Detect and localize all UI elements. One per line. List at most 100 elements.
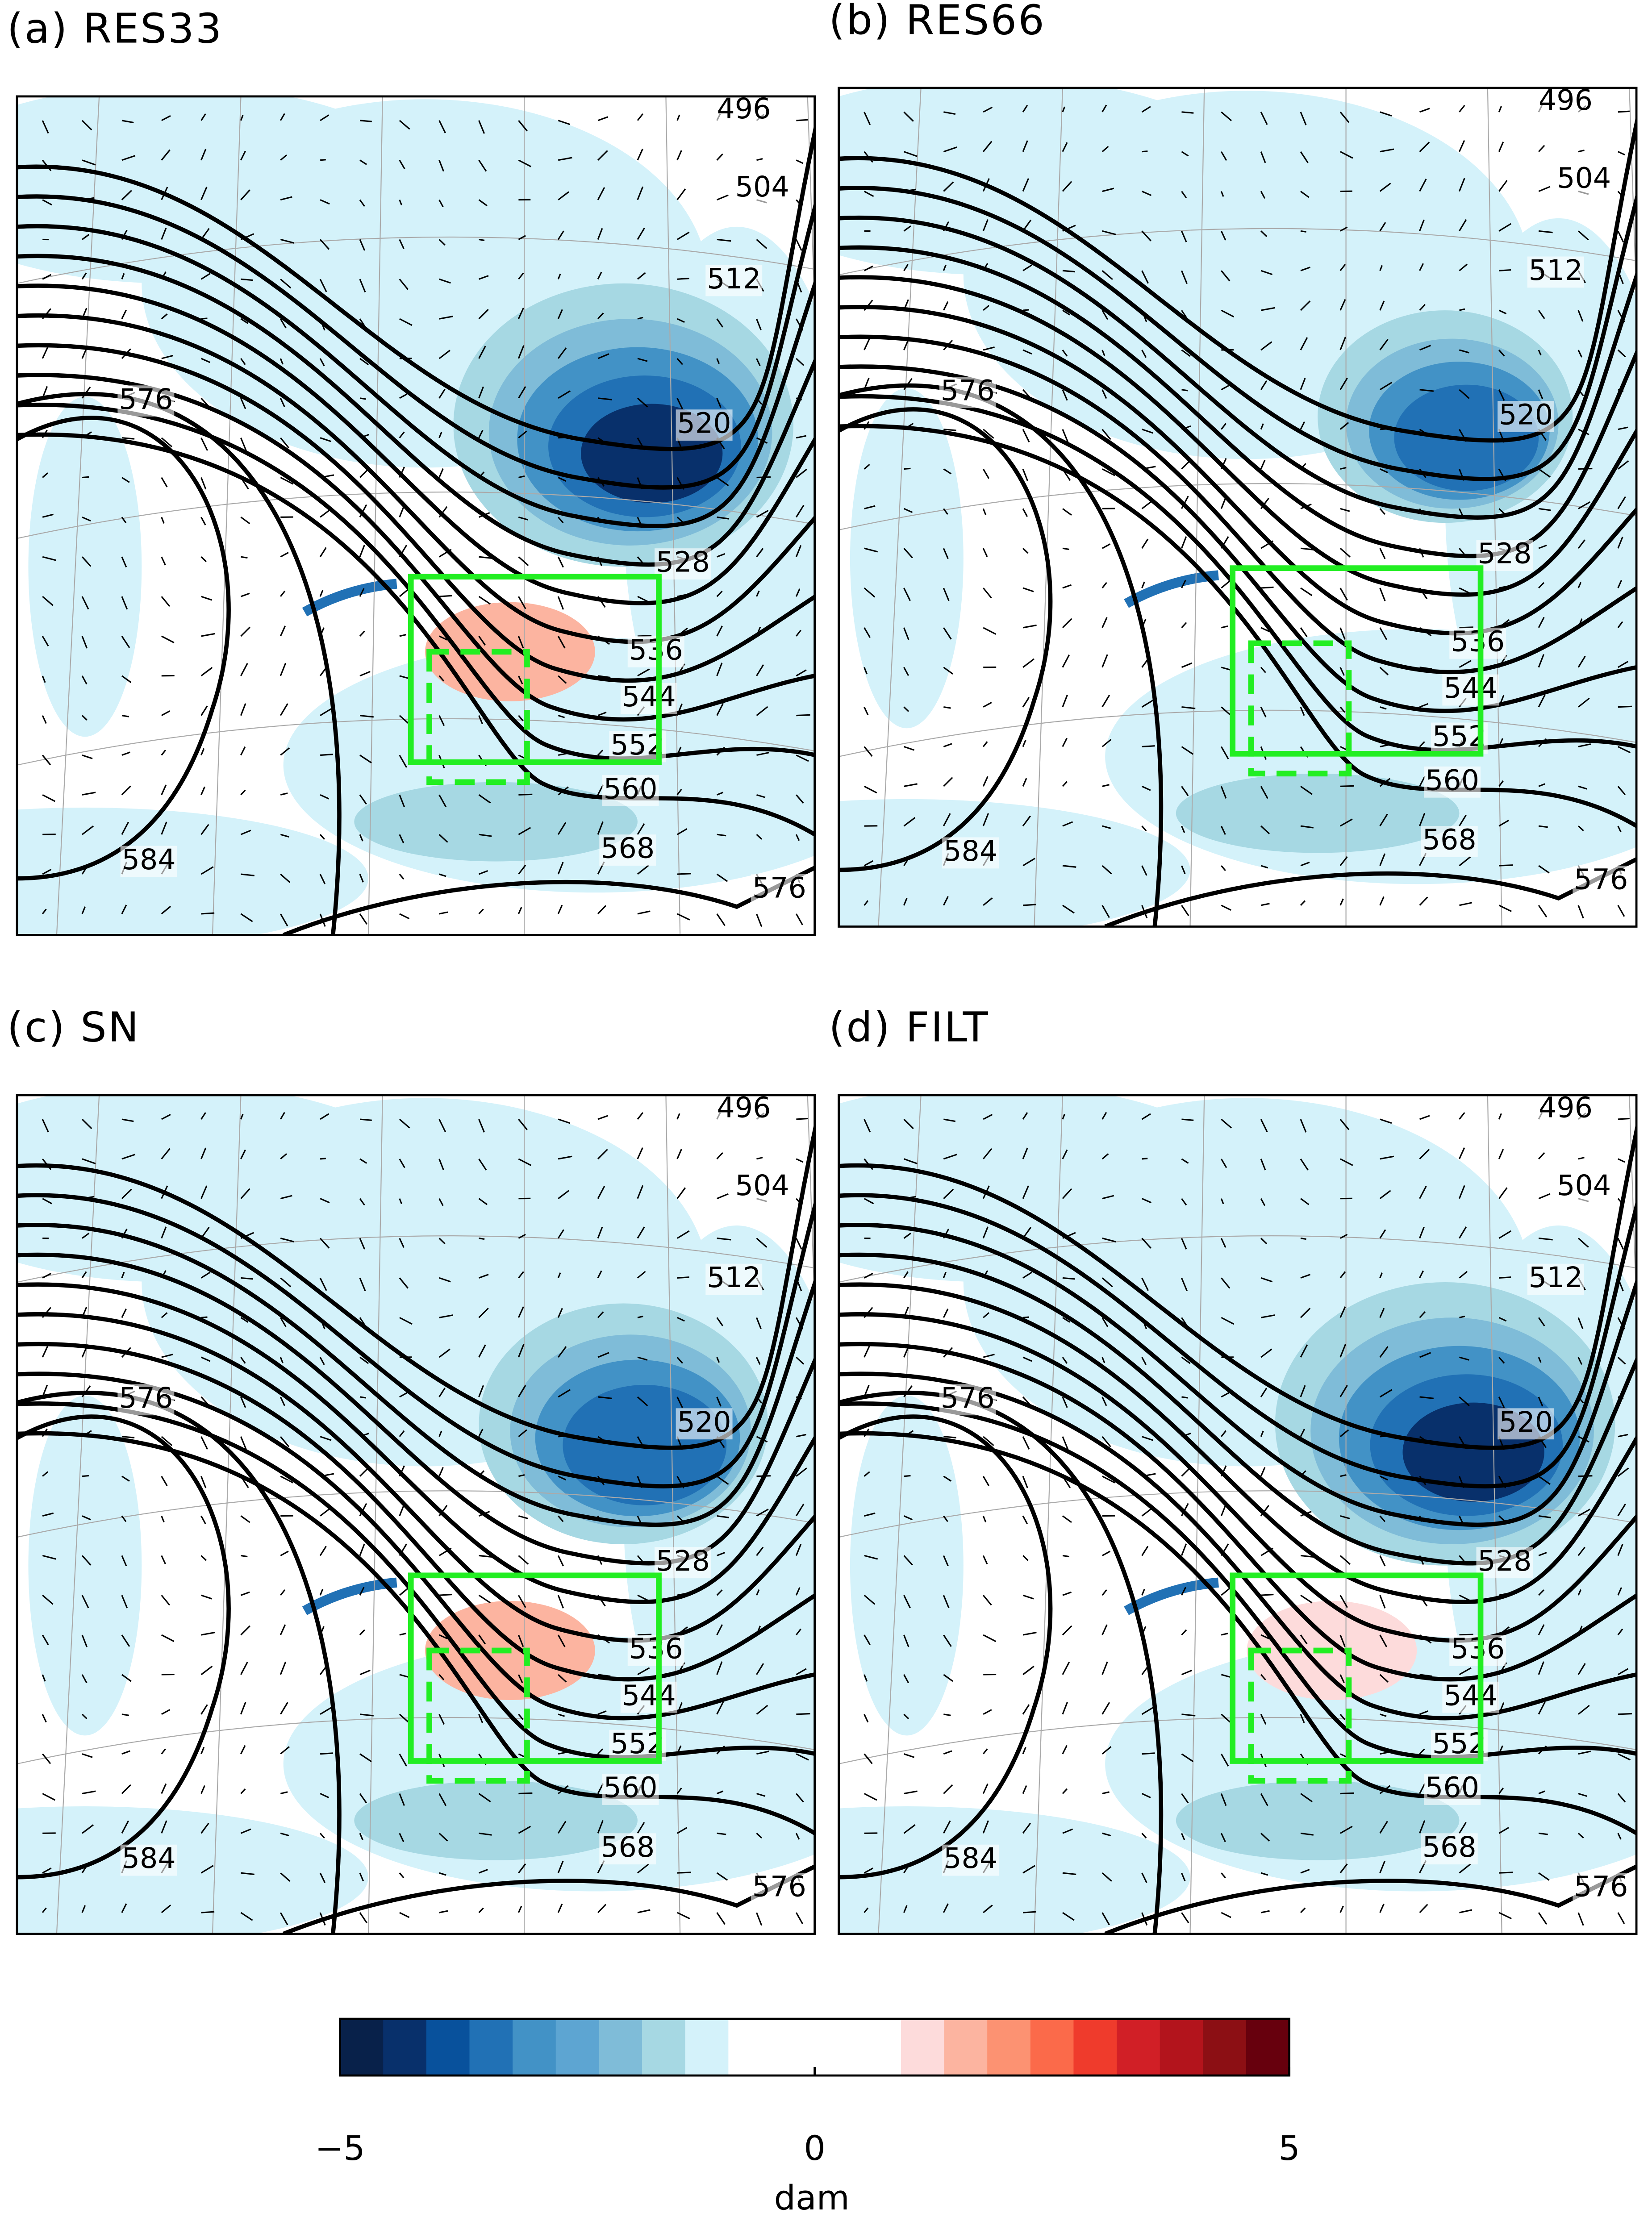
wind-vector [1339, 1306, 1346, 1318]
label-bg [676, 1408, 733, 1440]
wind-vector [1141, 191, 1152, 196]
wind-vector [795, 834, 800, 841]
label-bg [1527, 1263, 1584, 1295]
wind-vector [1181, 865, 1186, 874]
wind-vector [756, 1238, 768, 1248]
wind-vector [399, 1713, 410, 1723]
wind-vector [518, 430, 527, 438]
wind-vector [1379, 1555, 1386, 1567]
graticule [56, 1095, 100, 1934]
wind-vector [1419, 178, 1427, 192]
wind-vector [399, 1430, 405, 1437]
panel-title: (c) SN [7, 1003, 140, 1051]
wind-vector [438, 160, 444, 172]
wind-vector [161, 556, 166, 566]
contour-label: 552 [1432, 1727, 1486, 1760]
wind-vector [280, 358, 284, 365]
wind-vector [1260, 1430, 1264, 1437]
wind-vector [1379, 1860, 1386, 1873]
wind-vector [1022, 1271, 1033, 1279]
wind-vector [201, 1594, 213, 1600]
wind-vector [1498, 1788, 1504, 1794]
contour [17, 402, 815, 761]
wind-vector [1538, 617, 1545, 628]
graticule [17, 1490, 815, 1538]
wind-vector [1062, 508, 1072, 516]
wind-vector [1419, 1226, 1425, 1239]
wind-vector [1419, 1904, 1428, 1913]
wind-vector [201, 633, 215, 637]
wind-vector [1220, 746, 1229, 759]
wind-vector [558, 120, 570, 125]
wind-vector [756, 1912, 763, 1926]
wind-vector [200, 273, 211, 280]
wind-vector [121, 556, 127, 568]
wind-vector [121, 155, 136, 161]
contour [17, 254, 815, 567]
wind-vector [82, 1515, 91, 1521]
wind-vector [201, 1911, 215, 1913]
wind-vector [359, 1277, 366, 1292]
wind-vector [1221, 865, 1226, 871]
wind-vector [796, 1628, 801, 1636]
wind-vector [1022, 815, 1031, 827]
wind-vector [637, 865, 649, 875]
label-bg [1498, 401, 1555, 432]
wind-vector [81, 1905, 86, 1913]
wind-vector [478, 429, 484, 438]
wind-vector [121, 517, 127, 524]
wind-vector [478, 120, 485, 134]
tick-label: 0 [804, 2128, 825, 2168]
wind-vector [1260, 307, 1275, 311]
wind-vector [359, 1356, 369, 1364]
wind-vector [1538, 694, 1546, 708]
wind-vector [280, 1112, 285, 1120]
wind-vector [81, 1271, 87, 1279]
wind-vector [1062, 1702, 1068, 1715]
wind-vector [903, 627, 909, 640]
wind-vector [676, 788, 682, 796]
wind-vector [1538, 1790, 1545, 1794]
wind-vector [1300, 337, 1308, 350]
wind-vector [1300, 1555, 1315, 1558]
label-bg [715, 96, 772, 126]
wind-vector [676, 150, 682, 161]
wind-vector [1458, 1147, 1465, 1159]
wind-vector [1498, 309, 1507, 315]
wind-vector [518, 1429, 527, 1438]
wind-vector [1379, 1229, 1386, 1239]
label-bg [942, 837, 999, 869]
wind-vector [637, 1863, 649, 1874]
wind-vector [399, 120, 410, 130]
wind-vector [161, 784, 167, 796]
wind-vector [1181, 905, 1189, 916]
wind-vector [1101, 1872, 1112, 1882]
wind-vector [597, 750, 604, 756]
wind-vector [1141, 1793, 1151, 1798]
wind-vector [1379, 382, 1393, 391]
frame [838, 87, 1638, 928]
wind-vector [1141, 1277, 1149, 1291]
wind-vector [1577, 825, 1584, 831]
wind-vector [903, 1713, 909, 1719]
wind-vector [1101, 1277, 1113, 1288]
wind-vector [1062, 1788, 1068, 1794]
region-box [408, 574, 662, 765]
wind-vector [42, 1753, 51, 1764]
wind-vector [1221, 1392, 1229, 1398]
wind-vector [943, 1784, 953, 1794]
wind-vector [82, 1233, 90, 1239]
wind-vector [200, 1785, 205, 1794]
wind-vector [399, 318, 413, 326]
wind-vector [280, 1872, 291, 1882]
label-bg [1573, 1873, 1630, 1904]
wind-vector [864, 265, 873, 271]
wind-vector [240, 1113, 244, 1120]
wind-vector [399, 1912, 410, 1918]
wind-vector [597, 1748, 604, 1755]
frame [838, 1094, 1638, 1935]
wind-vector [1379, 1308, 1385, 1318]
wind-vector [795, 1544, 802, 1556]
wind-vector [982, 548, 988, 557]
